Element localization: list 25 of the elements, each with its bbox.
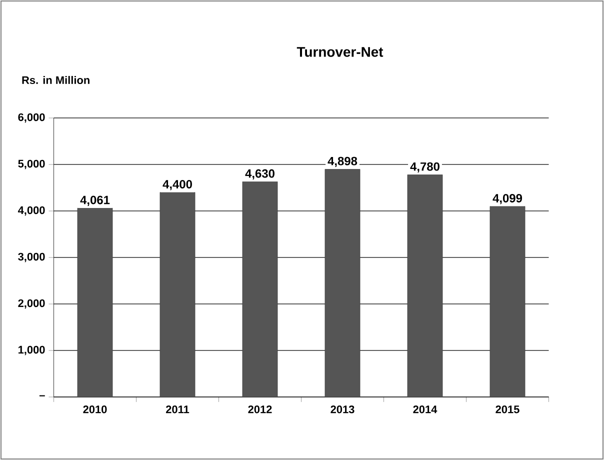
bar <box>160 192 196 398</box>
x-tick-label: 2010 <box>83 406 107 414</box>
y-tick-label: 4,000 <box>18 206 45 216</box>
y-tick-label: 1,000 <box>18 346 45 356</box>
data-label: 4,898 <box>328 156 358 168</box>
chart-title: Turnover-Net <box>296 47 384 57</box>
x-tick-label: 2012 <box>248 406 272 414</box>
y-tick-label: 6,000 <box>18 113 45 123</box>
y-axis-title: Rs. in Million <box>22 76 90 84</box>
bar <box>242 181 278 398</box>
y-tick-label: – <box>39 395 45 396</box>
data-label: 4,400 <box>162 180 192 190</box>
y-tick-label: 3,000 <box>18 252 45 262</box>
x-tick-label: 2011 <box>166 406 190 414</box>
y-tick-label: 5,000 <box>18 160 45 170</box>
bar <box>77 208 113 398</box>
data-label: 4,061 <box>80 196 110 206</box>
data-label: 4,099 <box>492 194 522 204</box>
x-tick-label: 2015 <box>496 406 520 414</box>
bar <box>490 206 526 398</box>
x-tick-label: 2013 <box>330 406 354 414</box>
data-label: 4,630 <box>245 169 274 180</box>
y-tick-label: 2,000 <box>18 299 45 309</box>
x-tick-label: 2014 <box>413 406 438 414</box>
data-label: 4,780 <box>410 162 440 173</box>
